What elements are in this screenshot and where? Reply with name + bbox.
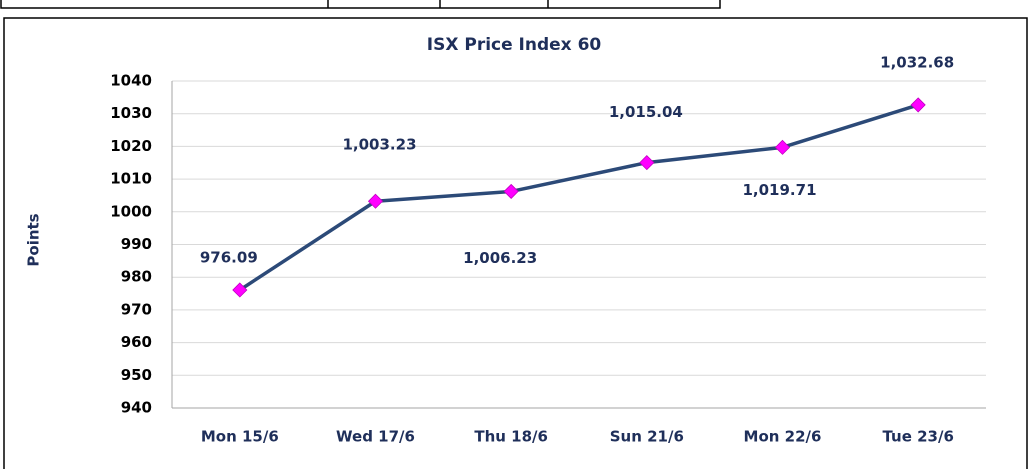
marker	[774, 139, 791, 155]
marker	[367, 193, 384, 209]
x-tick-label: Sun 21/6	[610, 428, 684, 446]
x-tick-label: Tue 23/6	[882, 428, 953, 446]
y-tick-label: 1030	[110, 104, 152, 122]
y-tick-label: 940	[121, 399, 152, 417]
marker	[503, 183, 519, 199]
data-label: 1,015.04	[609, 103, 683, 121]
marker	[910, 97, 926, 113]
x-tick-label: Mon 22/6	[744, 428, 822, 446]
y-tick-label: 1040	[110, 72, 152, 90]
marker	[232, 282, 248, 298]
chart-frame	[3, 17, 1028, 469]
series-line	[238, 103, 919, 292]
chart-title: ISX Price Index 60	[427, 35, 602, 55]
y-tick-label: 1010	[110, 170, 152, 188]
data-label: 1,019.71	[742, 181, 816, 199]
data-label: 976.09	[200, 248, 258, 266]
y-tick-label: 1020	[110, 137, 152, 155]
top-table	[0, 0, 721, 9]
x-tick-label: Wed 17/6	[336, 428, 415, 446]
x-tick-label: Mon 15/6	[201, 428, 279, 446]
y-tick-label: 1000	[110, 202, 152, 220]
y-tick-label: 950	[121, 366, 152, 384]
x-tick-label: Thu 18/6	[474, 428, 548, 446]
data-label: 1,032.68	[880, 53, 954, 71]
y-tick-label: 990	[121, 235, 152, 253]
y-axis-label: Points	[25, 213, 43, 266]
data-label: 1,003.23	[342, 136, 416, 154]
y-tick-label: 980	[121, 268, 152, 286]
marker	[639, 155, 655, 171]
data-label: 1,006.23	[463, 249, 537, 267]
y-tick-label: 970	[121, 300, 152, 318]
y-tick-label: 960	[121, 333, 152, 351]
